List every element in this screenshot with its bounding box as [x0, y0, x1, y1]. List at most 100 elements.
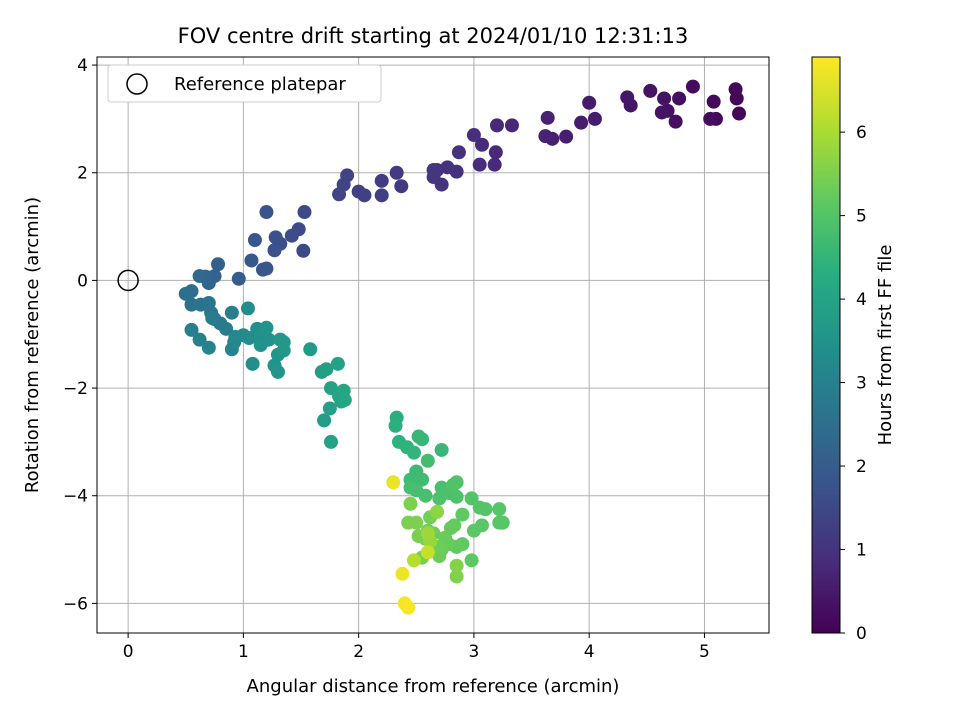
data-point	[487, 157, 502, 172]
data-point	[270, 364, 285, 379]
data-point	[284, 228, 299, 243]
data-point	[478, 502, 493, 517]
data-point	[319, 362, 334, 377]
data-point	[426, 163, 441, 178]
data-point	[466, 128, 481, 143]
data-point	[178, 286, 193, 301]
data-point	[337, 392, 352, 407]
data-point	[654, 105, 669, 120]
data-point	[685, 79, 700, 94]
data-point	[474, 137, 489, 152]
data-point	[323, 434, 338, 449]
data-point	[192, 332, 207, 347]
data-point	[255, 262, 270, 277]
data-point	[582, 95, 597, 110]
data-point	[703, 111, 718, 126]
data-point	[245, 356, 260, 371]
y-tick-label: 0	[77, 271, 88, 291]
data-point	[247, 233, 262, 248]
data-point	[732, 106, 747, 121]
data-point	[330, 356, 345, 371]
chart-title: FOV centre drift starting at 2024/01/10 …	[178, 24, 689, 48]
data-point	[303, 342, 318, 357]
data-point	[643, 83, 658, 98]
x-axis-label: Angular distance from reference (arcmin)	[247, 676, 620, 697]
data-point	[224, 305, 239, 320]
data-point	[388, 418, 403, 433]
data-point	[401, 600, 416, 615]
x-tick-label: 4	[584, 642, 595, 662]
y-tick-label: −6	[63, 594, 88, 614]
data-point	[268, 230, 283, 245]
data-point	[259, 205, 274, 220]
data-point	[587, 111, 602, 126]
colorbar-gradient	[811, 56, 841, 634]
data-point	[231, 271, 246, 286]
data-point	[201, 340, 216, 355]
data-point	[430, 504, 445, 519]
colorbar-tick-label: 1	[856, 541, 867, 561]
data-point	[244, 253, 259, 268]
colorbar-label: Hours from first FF file	[875, 245, 896, 446]
data-point	[261, 332, 276, 347]
data-point	[449, 569, 464, 584]
data-point	[332, 187, 347, 202]
data-point	[389, 165, 404, 180]
data-point	[401, 515, 416, 530]
data-point	[464, 491, 479, 506]
data-point	[449, 558, 464, 573]
y-tick-label: −4	[63, 487, 88, 507]
colorbar: 0 1 2 3 4 5 6 Hours from first FF file	[811, 56, 896, 644]
data-point	[386, 475, 401, 490]
data-point	[267, 243, 282, 258]
data-point	[418, 488, 433, 503]
y-tick-label: −2	[63, 379, 88, 399]
colorbar-tick-label: 5	[856, 207, 867, 227]
colorbar-ticks: 0 1 2 3 4 5 6	[840, 123, 867, 644]
data-point	[296, 243, 311, 258]
x-tick-label: 5	[699, 642, 710, 662]
data-point	[184, 322, 199, 337]
data-point	[394, 179, 409, 194]
reference-platepar-marker	[117, 269, 139, 292]
data-point	[403, 496, 418, 511]
data-point	[657, 91, 672, 106]
data-point	[420, 453, 435, 468]
legend-box	[107, 64, 382, 103]
data-point	[729, 91, 744, 106]
data-point	[706, 94, 721, 109]
colorbar-tick-label: 3	[856, 374, 867, 394]
reference-marker	[117, 269, 139, 292]
data-point	[192, 269, 207, 284]
x-tick-label: 2	[353, 642, 364, 662]
axes-frame	[96, 56, 770, 634]
y-tick-label: 4	[77, 56, 88, 76]
scatter-points	[178, 79, 747, 615]
data-point	[449, 489, 464, 504]
data-point	[351, 184, 366, 199]
data-point	[395, 566, 410, 581]
data-point	[211, 257, 226, 272]
data-point	[438, 530, 453, 545]
data-point	[374, 188, 389, 203]
data-point	[492, 502, 507, 517]
y-tick-label: 2	[77, 164, 88, 184]
data-point	[449, 475, 464, 490]
data-point	[322, 401, 337, 416]
data-point	[297, 205, 312, 220]
data-point	[574, 115, 589, 130]
data-point	[276, 343, 291, 358]
data-point	[451, 145, 466, 160]
data-point	[406, 553, 421, 568]
data-point	[415, 472, 430, 487]
data-point	[455, 507, 470, 522]
legend-label: Reference platepar	[174, 74, 346, 95]
data-point	[620, 90, 635, 105]
y-axis-label: Rotation from reference (arcmin)	[22, 197, 43, 493]
data-point	[668, 114, 683, 129]
data-point	[492, 515, 507, 530]
data-point	[540, 110, 555, 125]
data-point	[259, 320, 274, 335]
legend-marker-icon	[126, 73, 148, 95]
